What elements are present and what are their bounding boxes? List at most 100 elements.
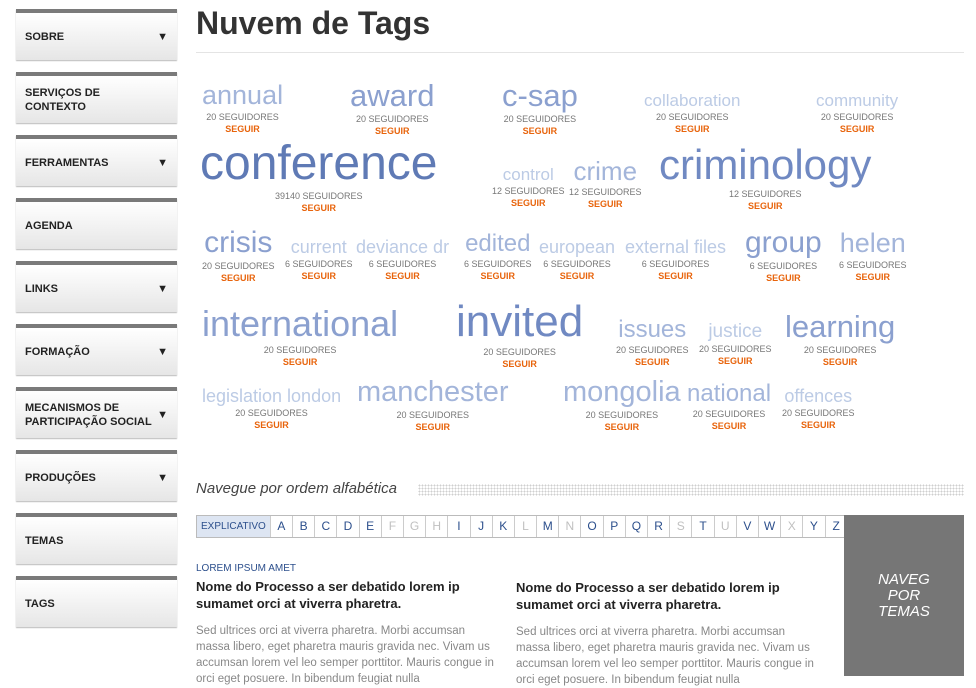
follow-button[interactable]: SEGUIR — [254, 420, 289, 430]
sidebar-item-formacao[interactable]: FORMAÇÃO ▼ — [16, 324, 177, 375]
tag-link[interactable]: current — [290, 237, 347, 257]
follow-button[interactable]: SEGUIR — [225, 124, 260, 134]
follow-button[interactable]: SEGUIR — [801, 420, 836, 430]
article-title[interactable]: Nome do Processo a ser debatido lorem ip… — [196, 579, 460, 611]
letter-i[interactable]: I — [447, 516, 469, 537]
chevron-down-icon: ▼ — [157, 30, 168, 43]
article-category[interactable] — [516, 563, 816, 575]
follow-button[interactable]: SEGUIR — [301, 203, 336, 213]
follow-button[interactable]: SEGUIR — [822, 357, 858, 367]
follow-button[interactable]: SEGUIR — [766, 273, 801, 283]
sidebar-item-mecanismos[interactable]: MECANISMOS DE PARTICIPAÇÃO SOCIAL ▼ — [16, 387, 177, 438]
tag-link[interactable]: criminology — [659, 141, 872, 188]
tag-link[interactable]: invited — [456, 297, 584, 346]
letter-w[interactable]: W — [757, 516, 780, 537]
tag-link[interactable]: community — [816, 91, 899, 110]
letter-k[interactable]: K — [491, 516, 514, 537]
tag-link[interactable]: manchester — [357, 376, 509, 408]
letter-t[interactable]: T — [691, 516, 713, 537]
follow-button[interactable]: SEGUIR — [747, 201, 783, 211]
follower-count: 6 SEGUIDORES — [464, 259, 532, 269]
tag-link[interactable]: international — [202, 303, 399, 344]
sidebar-item-tags[interactable]: TAGS — [16, 576, 177, 627]
sidebar-item-temas[interactable]: TEMAS — [16, 513, 177, 564]
article-title[interactable]: Nome do Processo a ser debatido lorem ip… — [516, 580, 780, 612]
tag-link[interactable]: legislation london — [202, 386, 342, 406]
tag-link[interactable]: group — [745, 226, 822, 259]
tag-link[interactable]: external files — [625, 237, 727, 257]
letter-p[interactable]: P — [602, 516, 625, 537]
sidebar-item-agenda[interactable]: AGENDA — [16, 198, 177, 249]
follow-button[interactable]: SEGUIR — [635, 357, 670, 367]
tag-link[interactable]: annual — [202, 80, 284, 110]
tag-link[interactable]: conference — [200, 137, 438, 190]
letter-d[interactable]: D — [336, 516, 358, 537]
follow-button[interactable]: SEGUIR — [415, 422, 451, 432]
sidebar-item-sobre[interactable]: SOBRE ▼ — [16, 9, 177, 60]
follow-button[interactable]: SEGUIR — [301, 271, 337, 281]
chevron-down-icon: ▼ — [157, 471, 168, 484]
tag-link[interactable]: award — [350, 78, 435, 113]
letter-c[interactable]: C — [314, 516, 336, 537]
letter-y[interactable]: Y — [802, 516, 824, 537]
follow-button[interactable]: SEGUIR — [385, 271, 420, 281]
tag-link[interactable]: deviance dr — [356, 237, 450, 257]
letter-a[interactable]: A — [269, 516, 292, 537]
navegar-por-temas-button[interactable]: NAVEG POR TEMAS — [844, 515, 964, 676]
follow-button[interactable]: SEGUIR — [374, 126, 410, 136]
letter-b[interactable]: B — [292, 516, 314, 537]
follow-button[interactable]: SEGUIR — [511, 198, 546, 208]
follow-button[interactable]: SEGUIR — [839, 124, 875, 134]
tag-link[interactable]: edited — [465, 230, 531, 257]
letter-n: N — [558, 516, 580, 537]
letter-m[interactable]: M — [536, 516, 558, 537]
follow-button[interactable]: SEGUIR — [718, 356, 753, 366]
tag-item: crime 12 SEGUIDORES SEGUIR — [569, 158, 642, 210]
tag-link[interactable]: collaboration — [644, 91, 741, 110]
nav-temas-line: POR — [887, 586, 921, 604]
letter-j[interactable]: J — [469, 516, 492, 537]
tag-link[interactable]: justice — [708, 321, 763, 342]
letter-e[interactable]: E — [358, 516, 381, 537]
tag-item: external files 6 SEGUIDORES SEGUIR — [625, 238, 726, 282]
tag-link[interactable]: offences — [784, 386, 853, 406]
sidebar-item-servicos-de-contexto[interactable]: SERVIÇOS DE CONTEXTO — [16, 72, 177, 123]
tag-link[interactable]: helen — [839, 228, 906, 258]
follow-button[interactable]: SEGUIR — [502, 359, 537, 369]
follow-button[interactable]: SEGUIR — [658, 271, 693, 281]
letter-q[interactable]: Q — [624, 516, 647, 537]
letter-v[interactable]: V — [735, 516, 758, 537]
sidebar-item-producoes[interactable]: PRODUÇÕES ▼ — [16, 450, 177, 501]
article-excerpt: Sed ultrices orci at viverra pharetra. M… — [196, 625, 494, 685]
sidebar-item-ferramentas[interactable]: FERRAMENTAS ▼ — [16, 135, 177, 186]
letter-explicativo[interactable]: EXPLICATIVO — [197, 516, 270, 537]
tag-link[interactable]: mongolia — [563, 376, 681, 408]
tag-link[interactable]: national — [687, 380, 772, 407]
letter-r[interactable]: R — [647, 516, 669, 537]
follow-button[interactable]: SEGUIR — [221, 273, 256, 283]
tag-link[interactable]: european — [539, 237, 616, 257]
follow-button[interactable]: SEGUIR — [604, 422, 640, 432]
tag-link[interactable]: c-sap — [502, 78, 578, 113]
article-category[interactable]: LOREM IPSUM AMET — [196, 563, 297, 574]
tag-link[interactable]: crisis — [204, 226, 273, 259]
follower-count: 20 SEGUIDORES — [263, 345, 337, 355]
tag-link[interactable]: control — [502, 165, 554, 184]
tag-link[interactable]: crime — [573, 156, 638, 186]
follow-button[interactable]: SEGUIR — [855, 272, 891, 282]
letter-o[interactable]: O — [580, 516, 602, 537]
follow-button[interactable]: SEGUIR — [711, 421, 747, 431]
sidebar-item-links[interactable]: LINKS ▼ — [16, 261, 177, 312]
follow-button[interactable]: SEGUIR — [522, 126, 558, 136]
chevron-down-icon: ▼ — [157, 282, 168, 295]
tag-link[interactable]: learning — [785, 309, 896, 344]
follow-button[interactable]: SEGUIR — [588, 199, 623, 209]
nav-temas-line: TEMAS — [878, 602, 930, 620]
letter-z[interactable]: Z — [824, 516, 847, 537]
tag-link[interactable]: issues — [618, 316, 687, 343]
follower-count: 20 SEGUIDORES — [782, 408, 855, 418]
follow-button[interactable]: SEGUIR — [480, 271, 516, 281]
follow-button[interactable]: SEGUIR — [559, 271, 595, 281]
follow-button[interactable]: SEGUIR — [674, 124, 710, 134]
follow-button[interactable]: SEGUIR — [282, 357, 318, 367]
